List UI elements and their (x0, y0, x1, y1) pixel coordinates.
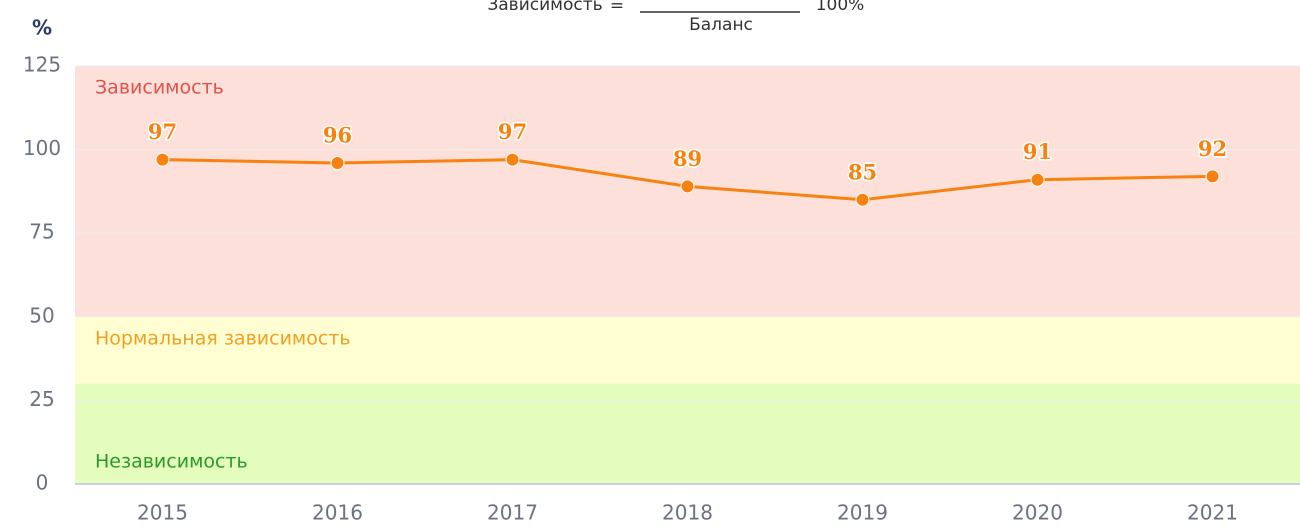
y-tick-label: 75 (29, 220, 54, 244)
formula-multiplier: 100% (816, 0, 865, 15)
formula-equals: = (610, 0, 624, 16)
band (75, 316, 1300, 384)
band-label: Нормальная зависимость (95, 327, 351, 349)
data-label: 92 (1198, 136, 1227, 161)
x-tick-label: 2021 (1187, 501, 1238, 525)
x-tick-label: 2015 (137, 501, 188, 525)
x-tick-label: 2020 (1012, 501, 1063, 525)
data-label: 85 (848, 159, 877, 184)
y-tick-label: 25 (29, 387, 54, 411)
band-label: Зависимость (95, 77, 224, 99)
data-label: 91 (1023, 139, 1052, 164)
x-tick-label: 2019 (837, 501, 888, 525)
point (855, 192, 870, 207)
point (680, 179, 695, 194)
point (1205, 169, 1220, 184)
y-tick-label: 100 (23, 136, 61, 160)
data-label: 97 (148, 119, 177, 144)
formula-left: Зависимость (487, 0, 602, 15)
y-tick-label: 50 (29, 303, 54, 327)
y-tick-label: 125 (23, 53, 61, 77)
point (155, 152, 170, 167)
data-label: 97 (498, 119, 527, 144)
formula-denominator: Баланс (689, 15, 753, 35)
point (505, 152, 520, 167)
data-label: 89 (673, 146, 702, 171)
y-unit: % (32, 16, 52, 40)
band (75, 383, 1300, 484)
y-tick-label: 0 (36, 471, 49, 495)
point (330, 155, 345, 170)
x-tick-label: 2017 (487, 501, 538, 525)
point (1030, 172, 1045, 187)
x-tick-label: 2018 (662, 501, 713, 525)
band-label: Независимость (95, 451, 248, 473)
data-label: 96 (323, 122, 352, 147)
x-tick-label: 2016 (312, 501, 363, 525)
